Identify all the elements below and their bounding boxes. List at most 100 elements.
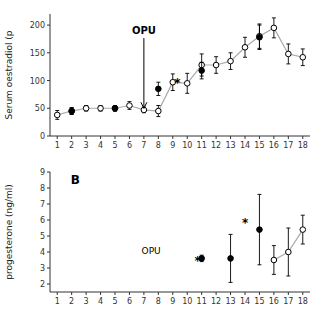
- error-bar: [113, 106, 117, 112]
- y-tick-label: 0: [40, 132, 45, 141]
- filled-marker: [199, 68, 205, 74]
- error-bar: [113, 106, 117, 112]
- open-marker: [242, 44, 248, 50]
- x-tick-label: 4: [98, 297, 103, 306]
- x-tick: [216, 292, 217, 295]
- x-tick: [288, 292, 289, 295]
- x-tick: [201, 292, 202, 295]
- x-tick: [216, 136, 217, 139]
- x-tick-label: 1: [55, 297, 60, 306]
- error-bar: [156, 82, 160, 95]
- annotation-star: *: [242, 216, 249, 230]
- y-axis-label: Serum oestradiol (p: [4, 30, 14, 119]
- open-marker: [271, 257, 277, 263]
- plot-area: [54, 18, 305, 119]
- open-marker: [228, 58, 234, 64]
- y-tick-label: 8: [40, 184, 45, 193]
- y-tick: [47, 236, 50, 237]
- y-axis-line: [50, 14, 51, 136]
- x-tick-label: 9: [170, 297, 175, 306]
- x-tick: [143, 136, 144, 139]
- x-tick-label: 13: [225, 297, 235, 306]
- x-tick-label: 11: [197, 141, 207, 150]
- error-bar: [257, 194, 261, 264]
- annotation-star: *: [174, 76, 181, 90]
- y-tick-label: 200: [30, 21, 45, 30]
- error-bar: [99, 106, 103, 112]
- x-tick-label: 9: [170, 141, 175, 150]
- y-tick-label: 5: [40, 232, 45, 241]
- x-tick: [143, 292, 144, 295]
- error-bar: [286, 44, 290, 64]
- y-axis-line: [50, 172, 51, 292]
- x-tick: [259, 292, 260, 295]
- open-marker: [112, 105, 118, 111]
- y-tick-label: 2: [40, 280, 45, 289]
- x-tick: [230, 292, 231, 295]
- error-bar: [301, 215, 305, 244]
- error-bar: [229, 234, 233, 282]
- open-marker: [286, 51, 292, 57]
- y-tick-label: 7: [40, 200, 45, 209]
- x-tick: [71, 292, 72, 295]
- error-bar: [301, 49, 305, 66]
- y-tick-label: 3: [40, 264, 45, 273]
- error-bar: [127, 102, 131, 110]
- error-bar: [229, 53, 233, 70]
- x-tick: [302, 136, 303, 139]
- x-tick-label: 16: [269, 297, 279, 306]
- x-tick-label: 14: [240, 141, 250, 150]
- annotation: OPU: [132, 25, 156, 36]
- error-bar: [243, 37, 247, 57]
- x-tick: [57, 292, 58, 295]
- annotation: OPU: [142, 246, 161, 256]
- y-tick: [47, 25, 50, 26]
- x-tick: [245, 292, 246, 295]
- x-tick-label: 8: [156, 141, 161, 150]
- x-tick: [71, 136, 72, 139]
- error-bar: [70, 108, 74, 115]
- panel: 123456789101112131415161718050100150200S…: [4, 14, 310, 150]
- error-bar: [272, 246, 276, 275]
- x-tick: [230, 136, 231, 139]
- x-tick-label: 12: [211, 297, 221, 306]
- x-tick-label: 5: [112, 297, 117, 306]
- panel-label: B: [71, 173, 80, 187]
- open-marker: [300, 54, 306, 60]
- error-bar: [200, 62, 204, 79]
- open-marker: [98, 105, 104, 111]
- open-marker: [184, 81, 190, 87]
- x-tick-label: 17: [283, 297, 293, 306]
- x-tick-label: 6: [127, 297, 132, 306]
- x-tick: [158, 136, 159, 139]
- y-tick: [47, 252, 50, 253]
- x-tick-label: 15: [254, 141, 264, 150]
- x-tick: [158, 292, 159, 295]
- open-marker: [156, 108, 162, 114]
- x-tick: [86, 136, 87, 139]
- open-marker: [127, 103, 133, 109]
- x-tick-label: 10: [182, 141, 192, 150]
- x-tick: [57, 136, 58, 139]
- y-tick: [47, 108, 50, 109]
- x-axis-line: [50, 292, 310, 293]
- x-tick: [273, 292, 274, 295]
- error-bar: [214, 57, 218, 74]
- error-bar: [185, 73, 189, 93]
- x-tick-label: 7: [141, 141, 146, 150]
- y-tick-label: 4: [40, 248, 45, 257]
- y-tick: [47, 268, 50, 269]
- x-tick: [86, 292, 87, 295]
- y-tick: [47, 204, 50, 205]
- x-tick: [100, 292, 101, 295]
- y-tick: [47, 52, 50, 53]
- x-tick: [100, 136, 101, 139]
- error-bar: [272, 18, 276, 38]
- x-tick-label: 5: [112, 141, 117, 150]
- x-tick: [187, 292, 188, 295]
- x-tick-label: 7: [141, 297, 146, 306]
- y-tick-label: 150: [30, 49, 45, 58]
- x-tick: [172, 292, 173, 295]
- filled-marker: [228, 256, 234, 262]
- annotation-arrow: [143, 38, 144, 108]
